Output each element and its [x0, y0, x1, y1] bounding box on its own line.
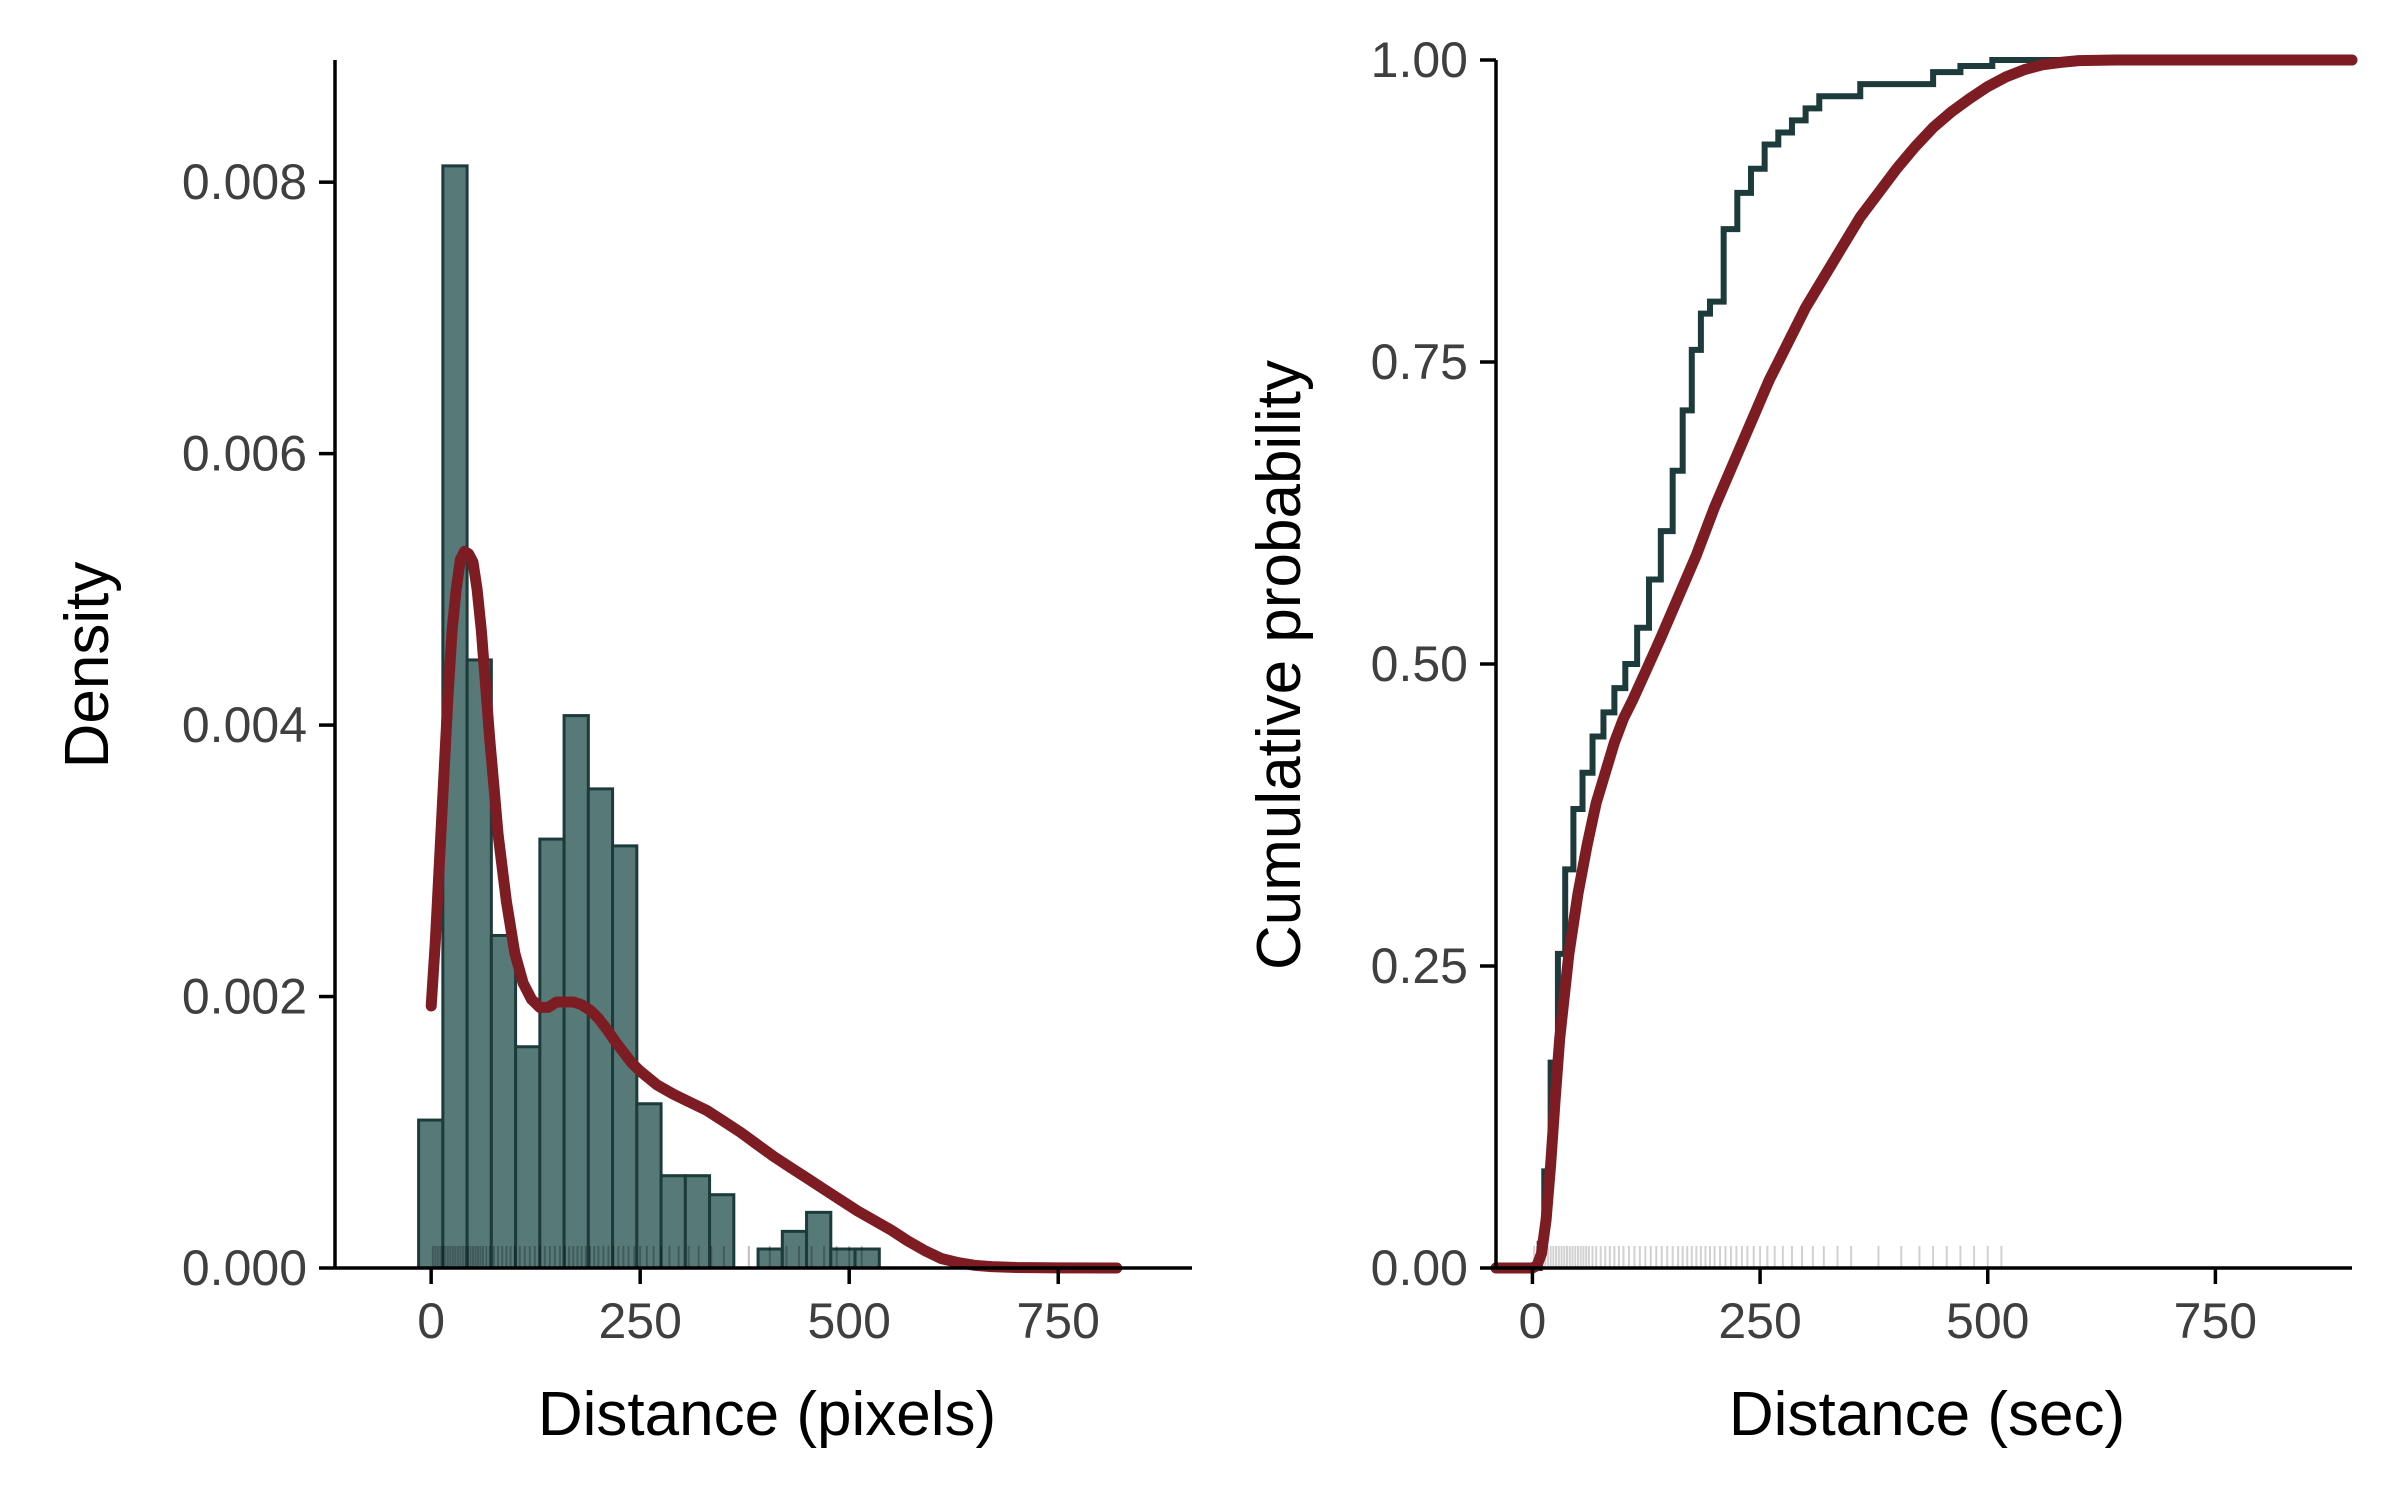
histogram-bar — [635, 1102, 663, 1270]
histogram-bar — [805, 1210, 833, 1270]
right-x-tick-label: 500 — [1946, 1293, 2029, 1349]
density-curve — [425, 545, 1123, 1274]
right-y-axis-title: Cumulative probability — [1245, 360, 1314, 970]
histogram-bar — [708, 1193, 736, 1270]
right-y-tick-label: 0.75 — [1371, 334, 1468, 390]
left-y-tick-label: 0.006 — [182, 426, 307, 482]
ecdf-step-line — [1496, 57, 2352, 1271]
histogram-bar — [659, 1174, 687, 1270]
histogram-bar — [489, 933, 518, 1270]
left-y-axis-title: Density — [53, 562, 122, 769]
left-y-tick-label: 0.008 — [182, 154, 307, 210]
histogram-bar — [514, 1045, 542, 1270]
left-y-tick-label: 0.004 — [182, 697, 307, 753]
histogram-bar — [417, 1118, 445, 1270]
right-y-tick-label: 0.50 — [1371, 636, 1468, 692]
right-x-axis-title: Distance (sec) — [1729, 1380, 2125, 1449]
histogram-bar — [538, 837, 566, 1270]
left-x-tick-label: 750 — [1017, 1293, 1100, 1349]
fitted-cdf-curve — [1490, 54, 2358, 1274]
left-x-tick-label: 500 — [807, 1293, 890, 1349]
histogram-bar — [829, 1247, 857, 1270]
histogram-bar — [853, 1247, 881, 1270]
right-y-tick-label: 0.00 — [1371, 1240, 1468, 1296]
histogram-bar — [562, 714, 590, 1270]
left-x-tick-label: 0 — [417, 1293, 445, 1349]
right-x-tick-label: 250 — [1718, 1293, 1801, 1349]
density-histogram-panel: Distance (pixels) Density 0 250 500 750 0.00… — [53, 60, 1192, 1449]
right-y-tick-label: 0.25 — [1371, 938, 1468, 994]
left-y-tick-label: 0.000 — [182, 1240, 307, 1296]
ecdf-panel: Distance (sec) Cumulative probability 0 2… — [1245, 32, 2358, 1449]
left-y-tick-label: 0.002 — [182, 969, 307, 1025]
left-x-tick-label: 250 — [598, 1293, 681, 1349]
left-x-axis-title: Distance (pixels) — [538, 1380, 996, 1449]
right-x-tick-label: 750 — [2174, 1293, 2257, 1349]
right-x-tick-label: 0 — [1519, 1293, 1547, 1349]
right-y-tick-label: 1.00 — [1371, 32, 1468, 88]
